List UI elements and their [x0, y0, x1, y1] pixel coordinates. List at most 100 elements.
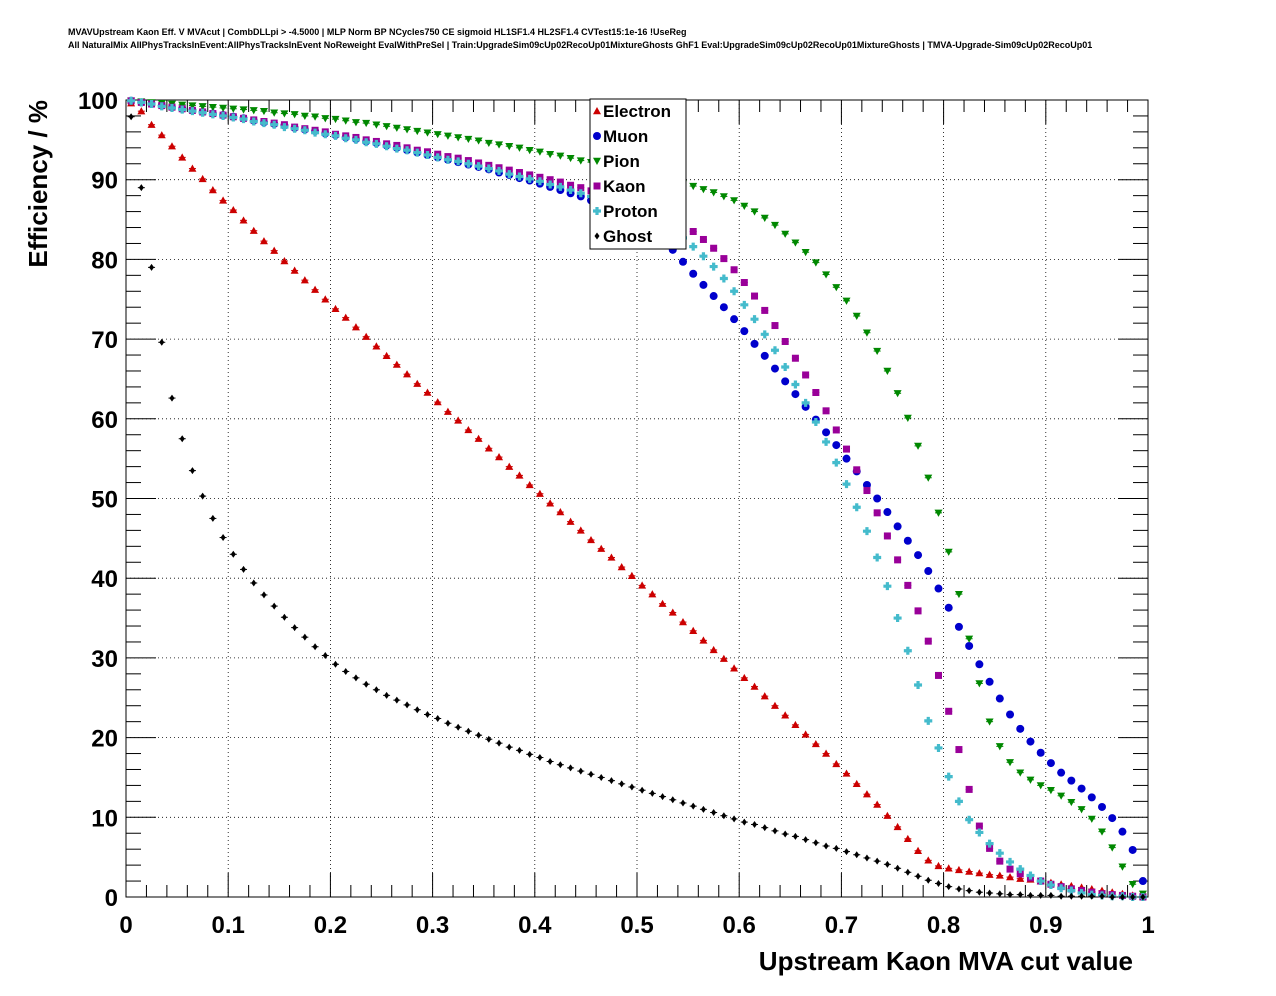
data-point — [208, 110, 217, 119]
data-point — [709, 292, 718, 301]
data-point — [822, 428, 831, 437]
x-tick-label: 0.5 — [620, 912, 653, 939]
data-point — [464, 159, 473, 168]
data-point — [280, 123, 289, 132]
data-point — [863, 487, 871, 495]
data-point — [995, 871, 1004, 879]
data-point — [300, 276, 309, 284]
data-point — [597, 544, 606, 552]
data-point — [770, 221, 779, 230]
data-point — [965, 635, 974, 643]
data-point — [719, 303, 728, 312]
data-point — [946, 883, 952, 891]
data-point — [954, 590, 963, 599]
data-point — [495, 166, 504, 175]
x-axis-title: Upstream Kaon MVA cut value — [759, 946, 1133, 976]
data-point — [455, 723, 461, 731]
data-point — [331, 115, 340, 124]
data-point — [914, 551, 923, 560]
data-point — [801, 730, 810, 738]
y-tick-label: 30 — [91, 646, 118, 673]
data-point — [750, 339, 759, 348]
data-point — [219, 111, 228, 120]
data-point — [1108, 814, 1117, 823]
data-point — [505, 170, 514, 179]
data-point — [730, 197, 739, 205]
data-point — [270, 109, 279, 117]
data-point — [290, 111, 299, 119]
data-point — [423, 388, 432, 396]
data-point — [771, 322, 779, 330]
data-point — [731, 815, 737, 823]
data-point — [1057, 884, 1066, 893]
data-point — [1087, 815, 1096, 823]
data-point — [557, 761, 563, 769]
y-tick-label: 10 — [91, 805, 118, 832]
data-point — [167, 142, 176, 150]
data-point — [791, 354, 799, 362]
data-point — [464, 425, 473, 434]
y-tick-label: 70 — [91, 327, 118, 354]
data-point — [944, 548, 953, 556]
data-point — [229, 205, 238, 214]
data-point — [862, 790, 871, 798]
data-point — [740, 279, 748, 287]
data-point — [333, 660, 339, 668]
data-point — [476, 731, 482, 739]
data-point — [157, 102, 166, 111]
data-point — [546, 499, 555, 507]
data-point — [934, 509, 943, 517]
data-point — [1118, 827, 1127, 836]
data-point — [474, 162, 483, 171]
data-point — [1026, 737, 1035, 746]
data-point — [1067, 798, 1076, 807]
data-point — [1016, 865, 1025, 874]
x-tick-label: 1 — [1141, 912, 1154, 939]
data-point — [1016, 769, 1025, 777]
data-point — [689, 626, 698, 635]
legend: Electron Muon Pion Kaon Proton Ghost — [589, 98, 687, 250]
data-point — [179, 435, 185, 443]
data-point — [474, 137, 483, 145]
data-point — [678, 618, 687, 626]
data-point — [403, 146, 412, 155]
data-point — [894, 556, 902, 564]
data-point — [505, 143, 514, 151]
data-point — [516, 746, 522, 754]
data-point — [188, 107, 197, 116]
data-point — [1098, 802, 1107, 811]
data-point — [1016, 874, 1025, 882]
data-point — [874, 857, 880, 865]
data-point — [873, 553, 882, 562]
data-point — [382, 123, 391, 131]
data-point — [954, 797, 963, 806]
data-point — [568, 764, 574, 772]
data-point — [128, 113, 134, 121]
data-point — [904, 581, 912, 589]
data-point — [862, 329, 871, 337]
data-point — [710, 244, 718, 252]
legend-marker — [594, 232, 600, 240]
data-point — [189, 467, 195, 475]
data-point — [159, 338, 165, 346]
data-point — [985, 718, 994, 726]
data-point — [781, 362, 790, 371]
data-point — [1108, 844, 1117, 852]
data-point — [576, 526, 585, 534]
data-point — [995, 849, 1004, 858]
data-point — [956, 885, 962, 893]
data-point — [433, 398, 442, 406]
data-point — [567, 181, 575, 189]
data-point — [1130, 893, 1136, 901]
data-point — [699, 252, 708, 261]
data-point — [997, 890, 1003, 898]
data-point — [259, 107, 268, 116]
data-point — [220, 534, 226, 542]
data-point — [1067, 886, 1076, 895]
data-point — [844, 848, 850, 856]
y-tick-label: 50 — [91, 487, 118, 514]
data-point — [321, 115, 330, 123]
legend-label: Ghost — [603, 227, 652, 246]
data-point — [496, 739, 502, 747]
data-point — [811, 417, 820, 426]
